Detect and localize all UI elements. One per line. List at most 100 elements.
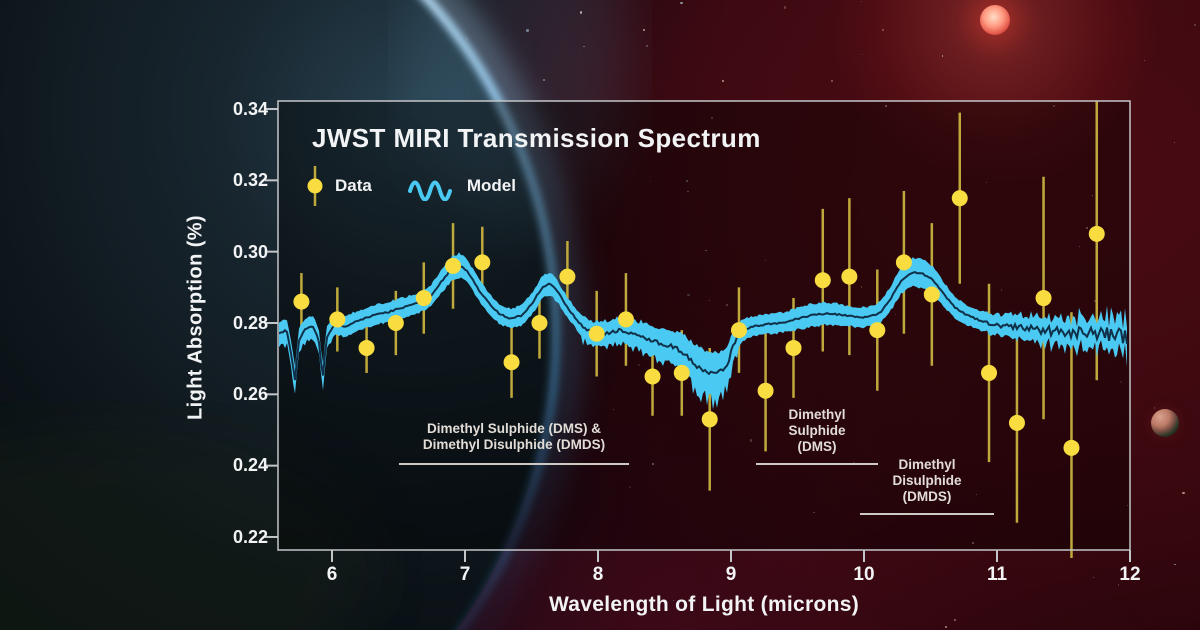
data-point <box>559 268 576 285</box>
data-point <box>923 286 940 303</box>
star <box>1194 24 1197 27</box>
star <box>705 249 707 252</box>
data-point <box>1008 414 1025 431</box>
star <box>971 541 974 544</box>
atmosphere-haze <box>410 0 630 225</box>
annotation-line: Dimethyl Disulphide (DMDS) <box>422 437 606 452</box>
plot-border <box>277 100 1131 551</box>
y-tick-0.30: 0.30 <box>232 242 268 262</box>
x-tick-7: 7 <box>459 564 471 585</box>
star <box>941 55 944 57</box>
y-tick-0.24: 0.24 <box>232 455 268 475</box>
data-point <box>503 354 520 371</box>
star <box>711 117 713 120</box>
model-uncertainty-band <box>279 252 1127 410</box>
star <box>721 79 724 82</box>
star <box>708 299 710 301</box>
star <box>1126 505 1128 506</box>
star <box>687 293 690 297</box>
star <box>1117 584 1120 586</box>
data-point <box>474 254 491 271</box>
data-point <box>757 382 774 399</box>
star <box>881 28 885 32</box>
data-point <box>644 368 661 385</box>
star <box>895 314 897 316</box>
data-point <box>701 411 718 428</box>
star <box>1153 407 1156 409</box>
y-tick-0.22: 0.22 <box>232 527 268 547</box>
data-point <box>1063 439 1080 456</box>
annotation-dms-dmds: Dimethyl Sulphide (DMS) & Dimethyl Disul… <box>399 421 629 465</box>
star <box>1011 340 1013 342</box>
star <box>985 181 988 184</box>
data-point <box>841 268 858 285</box>
data-point <box>785 339 802 356</box>
star <box>1119 380 1123 384</box>
annotation-line: Dimethyl <box>788 407 846 422</box>
star <box>1052 105 1055 108</box>
x-tick-11: 11 <box>986 564 1008 585</box>
y-tick-0.26: 0.26 <box>232 384 268 404</box>
star <box>1000 289 1003 291</box>
y-axis-title: Light Absorption (%) <box>184 215 207 420</box>
data-point <box>531 315 548 332</box>
data-point <box>445 257 462 274</box>
star <box>673 600 675 602</box>
star <box>885 104 888 107</box>
y-tick-0.34: 0.34 <box>232 99 268 119</box>
star <box>642 29 645 31</box>
legend: Data Model <box>306 164 516 208</box>
x-axis-title: Wavelength of Light (microns) <box>548 593 860 616</box>
star <box>944 625 947 628</box>
data-point <box>673 364 690 381</box>
star <box>1091 194 1093 196</box>
x-tick-6: 6 <box>326 564 338 585</box>
chart-title: JWST MIRI Transmission Spectrum <box>312 123 761 153</box>
annotation-dms: Dimethyl Sulphide (DMS) <box>756 407 878 465</box>
annotation-line: Disulphide <box>892 473 962 488</box>
legend-model-label: Model <box>466 176 516 195</box>
star <box>687 190 690 193</box>
star <box>750 439 753 442</box>
star <box>861 286 863 288</box>
star <box>1094 300 1097 303</box>
data-point <box>895 254 912 271</box>
star <box>646 45 649 48</box>
red-dwarf-star <box>980 5 1010 35</box>
star <box>637 364 640 367</box>
star <box>1182 492 1185 495</box>
annotation-line: Dimethyl <box>898 457 956 472</box>
star <box>830 80 833 83</box>
model-wave-icon <box>407 180 452 201</box>
star <box>725 304 728 307</box>
annotation-dmds: Dimethyl Disulphide (DMDS) <box>860 457 994 515</box>
star <box>649 180 651 182</box>
data-point <box>1035 290 1052 307</box>
star <box>1143 59 1145 62</box>
data-point <box>951 190 968 207</box>
annotation-line: Sulphide <box>788 423 846 438</box>
star <box>1174 564 1176 566</box>
annotation-line: (DMS) <box>797 439 837 454</box>
x-tick-9: 9 <box>725 564 737 585</box>
planet-atmosphere-rim <box>421 0 561 630</box>
star <box>783 6 787 9</box>
data-point <box>869 322 886 339</box>
star <box>861 54 863 56</box>
star <box>680 1 683 5</box>
data-point <box>617 311 634 328</box>
star <box>652 463 655 466</box>
star <box>954 619 957 621</box>
star <box>628 485 631 488</box>
star <box>1079 246 1081 247</box>
annotation-line: (DMDS) <box>902 489 952 504</box>
data-point <box>358 339 375 356</box>
x-tick-8: 8 <box>592 564 604 585</box>
data-point <box>1088 225 1105 242</box>
star <box>612 408 614 410</box>
x-tick-10: 10 <box>853 564 875 585</box>
planet-atmosphere-halo <box>421 0 582 630</box>
star <box>813 511 815 513</box>
